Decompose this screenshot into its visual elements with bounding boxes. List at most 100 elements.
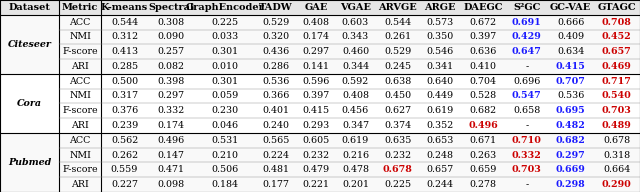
- Text: 0.653: 0.653: [426, 136, 454, 145]
- Text: 0.408: 0.408: [342, 92, 369, 100]
- Text: GraphEncoder: GraphEncoder: [186, 3, 264, 12]
- Text: 0.147: 0.147: [158, 151, 185, 160]
- Text: 0.449: 0.449: [426, 92, 454, 100]
- Text: 0.409: 0.409: [557, 32, 584, 41]
- Text: Spectral: Spectral: [148, 3, 194, 12]
- Text: 0.496: 0.496: [157, 136, 185, 145]
- Text: 0.657: 0.657: [426, 165, 454, 174]
- Text: 0.262: 0.262: [111, 151, 138, 160]
- Text: 0.352: 0.352: [426, 121, 454, 130]
- Text: 0.703: 0.703: [602, 106, 632, 115]
- Text: 0.286: 0.286: [262, 62, 290, 71]
- Text: 0.482: 0.482: [556, 121, 586, 130]
- Text: Metric: Metric: [62, 3, 98, 12]
- Text: 0.245: 0.245: [384, 62, 412, 71]
- Text: 0.090: 0.090: [157, 32, 185, 41]
- Text: 0.308: 0.308: [157, 18, 185, 27]
- Text: 0.210: 0.210: [211, 151, 239, 160]
- Text: 0.332: 0.332: [512, 151, 541, 160]
- Text: S²GC: S²GC: [513, 3, 540, 12]
- Text: 0.201: 0.201: [342, 180, 369, 189]
- Text: ACC: ACC: [69, 136, 91, 145]
- Text: 0.046: 0.046: [211, 121, 239, 130]
- Text: 0.059: 0.059: [211, 92, 239, 100]
- Text: 0.636: 0.636: [469, 47, 497, 56]
- Text: 0.410: 0.410: [470, 62, 497, 71]
- Bar: [0, 15, 640, 74]
- Text: DAEGC: DAEGC: [463, 3, 503, 12]
- Text: 0.216: 0.216: [342, 151, 369, 160]
- Text: 0.263: 0.263: [469, 151, 497, 160]
- Text: 0.285: 0.285: [111, 62, 138, 71]
- Text: 0.669: 0.669: [556, 165, 586, 174]
- Text: 0.343: 0.343: [342, 32, 369, 41]
- Text: 0.707: 0.707: [556, 77, 586, 86]
- Text: 0.596: 0.596: [303, 77, 330, 86]
- Text: 0.658: 0.658: [513, 106, 540, 115]
- Text: 0.298: 0.298: [556, 180, 586, 189]
- Text: 0.559: 0.559: [111, 165, 138, 174]
- Text: 0.401: 0.401: [263, 106, 290, 115]
- Text: 0.489: 0.489: [602, 121, 632, 130]
- Text: 0.547: 0.547: [512, 92, 541, 100]
- Text: 0.436: 0.436: [262, 47, 290, 56]
- Text: -: -: [525, 180, 529, 189]
- Text: NMI: NMI: [69, 32, 91, 41]
- Text: 0.332: 0.332: [157, 106, 185, 115]
- Text: 0.460: 0.460: [342, 47, 369, 56]
- Text: 0.429: 0.429: [512, 32, 541, 41]
- Text: 0.671: 0.671: [470, 136, 497, 145]
- Text: Dataset: Dataset: [8, 3, 51, 12]
- Text: 0.682: 0.682: [470, 106, 497, 115]
- Text: 0.456: 0.456: [342, 106, 369, 115]
- Text: 0.657: 0.657: [602, 47, 632, 56]
- Text: 0.619: 0.619: [426, 106, 454, 115]
- Text: 0.479: 0.479: [303, 165, 330, 174]
- Text: 0.397: 0.397: [469, 32, 497, 41]
- Text: 0.225: 0.225: [384, 180, 412, 189]
- Text: 0.184: 0.184: [211, 180, 239, 189]
- Text: 0.224: 0.224: [263, 151, 290, 160]
- Text: Pubmed: Pubmed: [8, 158, 51, 167]
- Text: 0.366: 0.366: [262, 92, 290, 100]
- Text: -: -: [525, 121, 529, 130]
- Text: 0.174: 0.174: [303, 32, 330, 41]
- Text: 0.531: 0.531: [211, 136, 239, 145]
- Text: 0.546: 0.546: [426, 47, 454, 56]
- Text: 0.710: 0.710: [512, 136, 541, 145]
- Text: 0.703: 0.703: [512, 165, 541, 174]
- Text: 0.528: 0.528: [470, 92, 497, 100]
- Text: NMI: NMI: [69, 92, 91, 100]
- Text: 0.320: 0.320: [262, 32, 290, 41]
- Text: ACC: ACC: [69, 77, 91, 86]
- Text: 0.312: 0.312: [111, 32, 138, 41]
- Text: 0.471: 0.471: [158, 165, 185, 174]
- Text: 0.603: 0.603: [342, 18, 369, 27]
- Text: 0.536: 0.536: [557, 92, 584, 100]
- Text: F-score: F-score: [62, 47, 98, 56]
- Text: 0.717: 0.717: [602, 77, 632, 86]
- Text: 0.544: 0.544: [111, 18, 138, 27]
- Text: 0.244: 0.244: [426, 180, 454, 189]
- Text: 0.098: 0.098: [157, 180, 185, 189]
- Text: 0.232: 0.232: [384, 151, 412, 160]
- Text: ARI: ARI: [71, 121, 89, 130]
- Text: 0.672: 0.672: [470, 18, 497, 27]
- Text: 0.691: 0.691: [512, 18, 541, 27]
- Text: 0.177: 0.177: [263, 180, 290, 189]
- Text: 0.506: 0.506: [211, 165, 239, 174]
- Text: 0.640: 0.640: [426, 77, 454, 86]
- Text: GAE: GAE: [305, 3, 328, 12]
- Text: 0.708: 0.708: [602, 18, 632, 27]
- Text: 0.033: 0.033: [211, 32, 239, 41]
- Text: 0.297: 0.297: [157, 92, 185, 100]
- Text: 0.496: 0.496: [468, 121, 498, 130]
- Text: 0.350: 0.350: [426, 32, 454, 41]
- Text: 0.529: 0.529: [384, 47, 412, 56]
- Text: NMI: NMI: [69, 151, 91, 160]
- Text: 0.290: 0.290: [602, 180, 632, 189]
- Bar: [0, 74, 640, 133]
- Text: ACC: ACC: [69, 18, 91, 27]
- Text: 0.415: 0.415: [556, 62, 586, 71]
- Text: 0.666: 0.666: [557, 18, 584, 27]
